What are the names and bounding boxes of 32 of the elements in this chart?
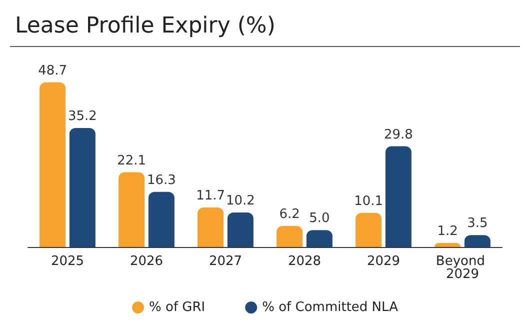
bar [464,235,490,247]
x-tick-label: 2025 [50,254,84,269]
bar [276,226,303,247]
data-label: 11.7 [196,188,226,204]
bar [40,82,66,247]
bar [227,212,254,247]
data-label: 1.2 [437,224,458,239]
bar [69,128,96,247]
bar [306,230,332,247]
data-label: 5.0 [309,211,330,226]
bar [198,207,224,247]
data-label: 22.1 [117,153,146,168]
x-tick-label: 2028 [288,254,322,269]
data-label: 16.3 [146,172,176,188]
data-label: 6.2 [279,207,300,222]
x-tick-label: 2026 [130,254,164,269]
x-tick-label: 2029 [366,254,400,269]
bar [356,212,382,247]
data-label: 35.2 [68,109,97,124]
data-label: 10.1 [354,194,384,209]
data-label: 48.7 [38,63,68,78]
data-label: 3.5 [467,216,488,232]
bar [148,192,174,247]
legend-label: % of GRI [149,300,206,315]
chart-title: Lease Profile Expiry (%) [15,14,276,38]
data-label: 29.8 [384,127,413,142]
x-tick-label: Beyond 2029 [436,254,490,282]
data-label: 10.2 [226,194,255,209]
legend-label: % of Committed NLA [262,300,398,315]
x-tick-label: 2027 [208,254,242,269]
bar [385,146,412,247]
bar [118,172,145,247]
